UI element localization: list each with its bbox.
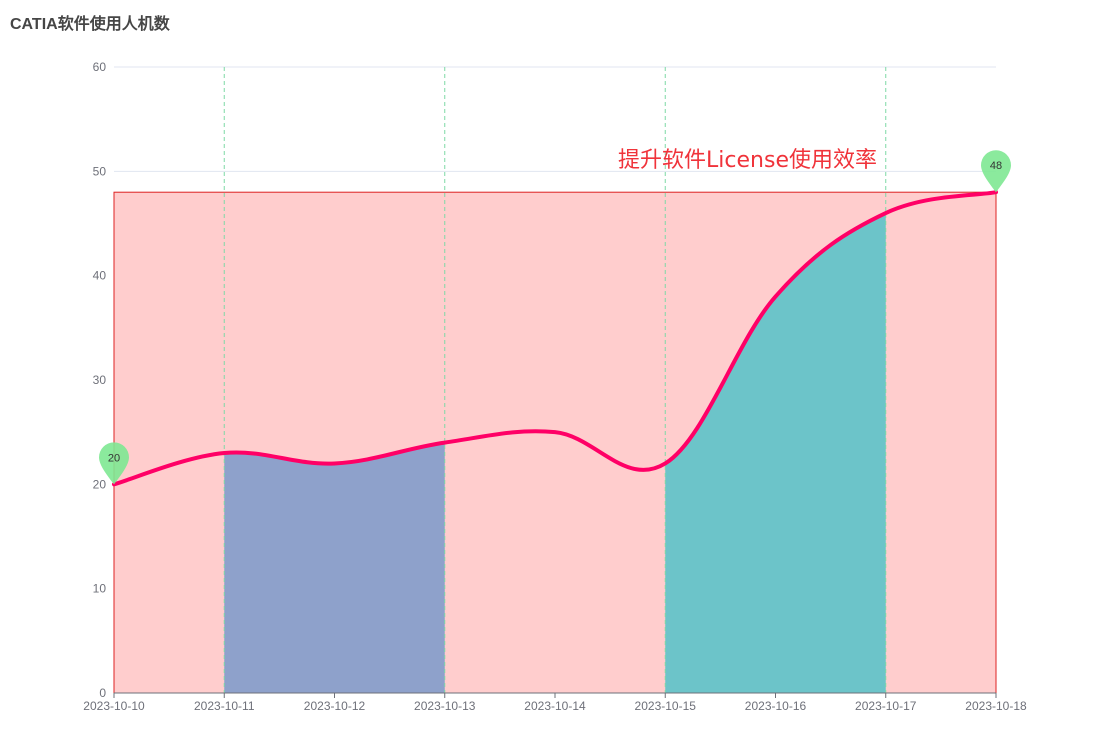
x-tick-label: 2023-10-17 — [855, 699, 917, 713]
mark-area-label: 提升软件License使用效率 — [618, 148, 877, 173]
x-tick-label: 2023-10-15 — [635, 699, 697, 713]
y-tick-label: 40 — [93, 269, 107, 283]
y-tick-label: 0 — [99, 686, 106, 700]
mark-point-pin — [99, 442, 129, 485]
chart-title: CATIA软件使用人机数 — [10, 16, 170, 33]
y-tick-label: 60 — [93, 60, 107, 74]
shaded-ranges — [224, 213, 886, 693]
mark-point-label: 48 — [990, 160, 1002, 172]
y-tick-label: 20 — [93, 477, 107, 491]
vertical-guides — [223, 67, 887, 693]
series-line-group — [112, 190, 998, 487]
x-tick-label: 2023-10-13 — [414, 699, 476, 713]
x-tick-label: 2023-10-10 — [83, 699, 145, 713]
x-tick-label: 2023-10-16 — [745, 699, 807, 713]
y-tick-label: 50 — [93, 164, 107, 178]
x-tick-label: 2023-10-12 — [304, 699, 366, 713]
x-tick-label: 2023-10-18 — [965, 699, 1027, 713]
mark-point-pin — [981, 150, 1011, 193]
y-tick-label: 30 — [93, 373, 107, 387]
mark-point-label: 20 — [108, 452, 120, 464]
shaded-range — [224, 442, 445, 693]
y-tick-label: 10 — [93, 582, 107, 596]
annotations: 提升软件License使用效率 — [618, 148, 877, 173]
shaded-range — [665, 213, 886, 693]
axes: 2023-10-10 2023-10-11 2023-10-12 2023-10-13… — [83, 60, 1027, 713]
x-tick-label: 2023-10-14 — [524, 699, 586, 713]
series-line — [112, 190, 998, 487]
x-tick-label: 2023-10-11 — [194, 699, 255, 713]
